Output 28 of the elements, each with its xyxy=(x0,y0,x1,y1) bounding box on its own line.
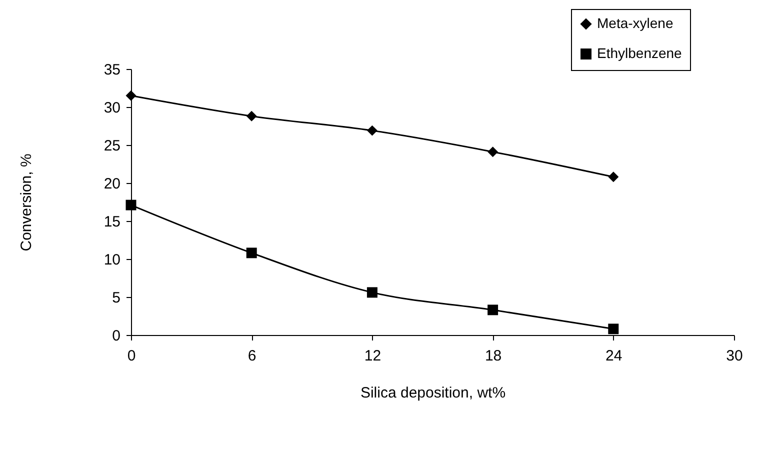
point xyxy=(366,125,378,136)
x-tick-label: 30 xyxy=(726,348,743,364)
x-axis-title: Silica deposition, wt% xyxy=(360,384,506,402)
y-tick-label: 20 xyxy=(104,176,120,192)
x-tick-label: 18 xyxy=(484,348,502,364)
y-tick-label: 35 xyxy=(104,62,120,78)
point xyxy=(126,90,136,101)
x-tick-label: 0 xyxy=(127,348,136,364)
point xyxy=(126,200,136,210)
legend-label: Meta-xylene xyxy=(597,15,674,31)
y-tick-label: 10 xyxy=(104,252,120,268)
point xyxy=(608,324,619,334)
y-tick-label: 5 xyxy=(112,290,120,306)
point xyxy=(366,287,378,298)
y-tick-label: 0 xyxy=(112,328,120,344)
y-tick-label: 15 xyxy=(104,214,120,230)
point xyxy=(246,110,257,122)
legend-label: Ethylbenzene xyxy=(597,45,682,61)
y-tick-label: 30 xyxy=(104,100,120,116)
point xyxy=(488,304,498,316)
point xyxy=(246,248,257,258)
point xyxy=(488,146,498,158)
x-tick-label: 6 xyxy=(248,348,256,364)
y-tick-label: 25 xyxy=(104,138,120,154)
point xyxy=(608,172,619,182)
y-axis-title: Conversion, % xyxy=(18,154,35,252)
x-tick-label: 12 xyxy=(364,348,382,364)
x-tick-label: 24 xyxy=(606,348,622,364)
